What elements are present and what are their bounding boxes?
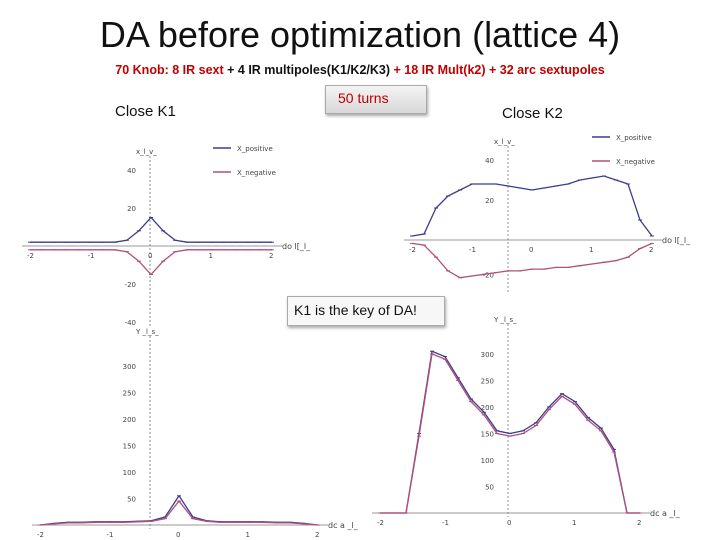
k1y-ylabel: Y _l_s_ xyxy=(135,328,159,336)
k2y-ytick-label: 50 xyxy=(485,483,494,491)
k2x-series-pos xyxy=(411,175,653,237)
k2x-ytick-label: 20 xyxy=(485,197,494,205)
k1y-xlabel: dc a _l_ xyxy=(328,521,359,530)
k2x-ytick-label: -20 xyxy=(483,271,494,279)
key-callout-text: K1 is the key of DA! xyxy=(294,302,417,318)
slide-subtitle: 70 Knob: 8 IR sext + 4 IR multipoles(K1/… xyxy=(0,63,720,77)
k2y-xtick-label: 2 xyxy=(637,519,641,527)
k1x-xtick-label: -1 xyxy=(88,252,95,260)
k2y-ytick-label: 200 xyxy=(481,404,494,412)
k2y-ylabel: Y _l_s_ xyxy=(493,316,517,324)
k1x-legend-neg: X_negative xyxy=(237,169,276,177)
k1x-xtick-label: 0 xyxy=(148,252,152,260)
turns-callout-text: 50 turns xyxy=(338,90,389,106)
k2x-legend-pos: X_positive xyxy=(616,134,652,142)
k1y-xtick-label: 2 xyxy=(315,531,319,539)
k2x-xlabel: do l[_l_ xyxy=(662,236,691,245)
k1x-xlabel: do l[_l_ xyxy=(282,242,311,251)
k2y-xtick-label: -1 xyxy=(442,519,449,527)
k1x-xtick-label: 2 xyxy=(269,252,273,260)
k2x-xtick-label: 1 xyxy=(589,246,593,254)
k2x-ytick-label: 40 xyxy=(485,157,494,165)
k2x-ylabel: x_l_v_ xyxy=(494,138,515,146)
k2y-xtick-label: 1 xyxy=(572,519,576,527)
k1y-xtick-label: -2 xyxy=(37,531,44,539)
k1y-ytick-label: 200 xyxy=(123,416,136,424)
k2y-xtick-label: 0 xyxy=(507,519,511,527)
k1x-xtick-label: 1 xyxy=(209,252,213,260)
label-close-k2: Close K2 xyxy=(502,105,563,122)
k1y-series-neg xyxy=(39,500,319,526)
subtitle-part-arc-sext: + 18 IR Mult(k2) + 32 arc sextupoles xyxy=(393,63,605,77)
k1x-ytick-label: -20 xyxy=(125,281,136,289)
k2x-xtick-label: -1 xyxy=(469,246,476,254)
k2x-legend-neg: X_negative xyxy=(616,158,655,166)
k1x-ytick-label: 40 xyxy=(127,167,136,175)
label-close-k1: Close K1 xyxy=(115,103,176,120)
k2x-xtick-label: -2 xyxy=(409,246,416,254)
k1x-ytick-label: 20 xyxy=(127,205,136,213)
slide-title: DA before optimization (lattice 4) xyxy=(99,14,621,55)
k2y-ytick-label: 300 xyxy=(481,351,494,359)
k1x-ylabel: x_l_v_ xyxy=(136,148,157,156)
k2y-xlabel: dc a _l_ xyxy=(650,509,681,518)
k2x-xtick-label: 0 xyxy=(529,246,533,254)
subtitle-part-multipoles: + 4 IR multipoles(K1/K2/K3) xyxy=(223,63,394,77)
k1y-ytick-label: 300 xyxy=(123,363,136,371)
k2x-xtick-label: 2 xyxy=(649,246,653,254)
k1x-xtick-label: -2 xyxy=(27,252,34,260)
k1y-ytick-label: 250 xyxy=(123,389,136,397)
k1y-ytick-label: 100 xyxy=(123,469,136,477)
k1y-xtick-label: 0 xyxy=(176,531,180,539)
k2y-ytick-label: 100 xyxy=(481,457,494,465)
k1y-xtick-label: -1 xyxy=(107,531,114,539)
k1x-ytick-label: -40 xyxy=(125,319,136,327)
k1y-xtick-label: 1 xyxy=(246,531,250,539)
turns-callout: 50 turns xyxy=(325,85,427,114)
k1y-ytick-label: 150 xyxy=(123,442,136,450)
k1x-series-pos xyxy=(30,216,272,243)
key-callout: K1 is the key of DA! xyxy=(287,296,445,326)
k2y-ytick-label: 150 xyxy=(481,430,494,438)
k1y-ytick-label: 50 xyxy=(127,495,136,503)
k1x-legend-pos: X_positive xyxy=(237,145,273,153)
k2y-xtick-label: -2 xyxy=(377,519,384,527)
subtitle-part-ir-sext: 70 Knob: 8 IR sext xyxy=(115,63,224,77)
k2y-ytick-label: 250 xyxy=(481,377,494,385)
